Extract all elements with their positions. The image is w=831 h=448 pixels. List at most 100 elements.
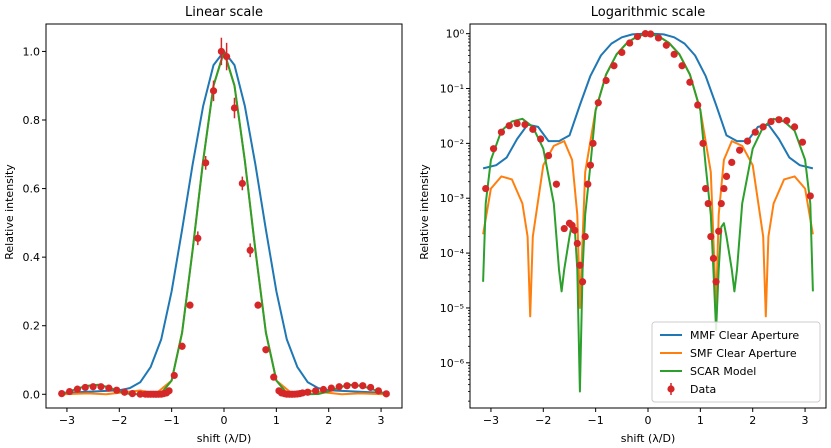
data-point xyxy=(513,119,521,128)
x-tick-label: 1 xyxy=(697,414,704,427)
y-tick-label: 10⁻⁴ xyxy=(440,247,465,260)
x-tick-label: 0 xyxy=(645,414,652,427)
data-point xyxy=(790,123,799,131)
data-point xyxy=(544,151,553,160)
data-point xyxy=(262,346,270,354)
data-point xyxy=(589,139,597,147)
legend: MMF Clear Aperture SMF Clear Aperture SCAR… xyxy=(651,321,821,403)
y-tick-label: 10⁻² xyxy=(440,137,464,150)
data-point xyxy=(602,76,610,85)
x-tick-label: 3 xyxy=(802,414,809,427)
data-point xyxy=(217,47,225,56)
x-tick-label: −1 xyxy=(164,414,180,427)
legend-swatch-marker xyxy=(667,385,675,393)
data-point xyxy=(798,138,807,146)
data-point xyxy=(298,389,307,397)
data-point xyxy=(194,234,202,242)
data-point xyxy=(505,122,513,130)
x-tick-label: −3 xyxy=(483,414,499,427)
data-point xyxy=(374,387,383,395)
legend-box xyxy=(651,321,821,403)
data-point xyxy=(641,30,649,38)
data-point xyxy=(751,128,759,136)
data-point xyxy=(686,78,694,86)
data-point xyxy=(743,137,752,145)
data-point xyxy=(647,30,655,38)
data-point xyxy=(89,383,97,391)
data-point xyxy=(767,117,775,126)
y-tick-label: 0.2 xyxy=(23,320,41,333)
data-point xyxy=(120,388,129,396)
y-tick-label: 10⁻⁶ xyxy=(440,357,465,370)
data-point xyxy=(571,226,579,234)
data-point xyxy=(58,390,66,398)
data-point xyxy=(720,184,728,193)
data-point xyxy=(319,385,328,394)
x-tick-label: 0 xyxy=(221,414,228,427)
data-point xyxy=(586,161,595,169)
y-tick-label: 10⁰ xyxy=(446,28,465,41)
data-point xyxy=(246,246,254,254)
x-tick-label: −2 xyxy=(111,414,127,427)
data-point xyxy=(366,383,375,392)
data-point xyxy=(209,87,218,95)
mmf-clear-aperture-line xyxy=(482,32,814,170)
data-point xyxy=(712,278,720,286)
logarithmic-scale-ylabel: Relative intensity xyxy=(418,164,431,260)
logarithmic-scale-xlabel: shift (λ/D) xyxy=(621,432,676,445)
data-point xyxy=(678,62,686,70)
data-point xyxy=(707,232,715,241)
data-point xyxy=(327,384,335,392)
data-point xyxy=(178,342,186,350)
data-point xyxy=(806,192,814,200)
linear-scale-ylabel: Relative intensity xyxy=(3,164,16,260)
data-point xyxy=(728,158,736,166)
data-point xyxy=(573,239,581,248)
data-point xyxy=(97,383,105,391)
data-point xyxy=(701,184,710,193)
data-point xyxy=(694,101,702,109)
logarithmic-scale-panel: Logarithmic scale shift (λ/D) Relative i… xyxy=(418,5,827,445)
x-tick-label: −2 xyxy=(535,414,551,427)
data-point xyxy=(170,371,178,380)
data-point xyxy=(65,387,74,396)
data-point xyxy=(489,145,498,153)
data-point xyxy=(662,41,670,49)
data-point xyxy=(581,232,589,241)
data-point xyxy=(654,34,663,42)
data-point xyxy=(775,116,783,124)
data-point xyxy=(715,227,723,235)
data-point xyxy=(576,261,584,269)
x-tick-label: −3 xyxy=(59,414,75,427)
data-point xyxy=(202,159,210,167)
data-point xyxy=(537,135,545,143)
y-tick-label: 0.0 xyxy=(23,388,41,401)
data-point xyxy=(560,224,568,233)
y-tick-label: 0.4 xyxy=(23,251,41,264)
data-point xyxy=(230,104,239,112)
x-tick-label: 3 xyxy=(378,414,385,427)
legend-entry-label: Data xyxy=(690,383,716,396)
data-point xyxy=(128,390,136,398)
logarithmic-scale-title: Logarithmic scale xyxy=(591,5,706,20)
x-tick-label: 2 xyxy=(749,414,756,427)
data-point xyxy=(81,383,89,392)
data-point xyxy=(359,382,367,390)
data-point xyxy=(717,199,725,208)
data-point xyxy=(482,184,490,193)
data-point xyxy=(238,179,246,188)
x-tick-label: 2 xyxy=(325,414,332,427)
data-point xyxy=(165,387,173,395)
data-point xyxy=(722,172,731,181)
data-point xyxy=(351,381,359,389)
data-point xyxy=(633,32,642,41)
data-point xyxy=(521,120,529,129)
data-point xyxy=(704,199,712,208)
y-tick-label: 0.8 xyxy=(23,114,41,127)
data-point xyxy=(335,383,343,391)
data-point xyxy=(759,123,767,131)
data-point xyxy=(529,125,537,133)
linear-scale-xlabel: shift (λ/D) xyxy=(197,432,252,445)
linear-scale-panel: Linear scale shift (λ/D) Relative intens… xyxy=(3,5,403,445)
